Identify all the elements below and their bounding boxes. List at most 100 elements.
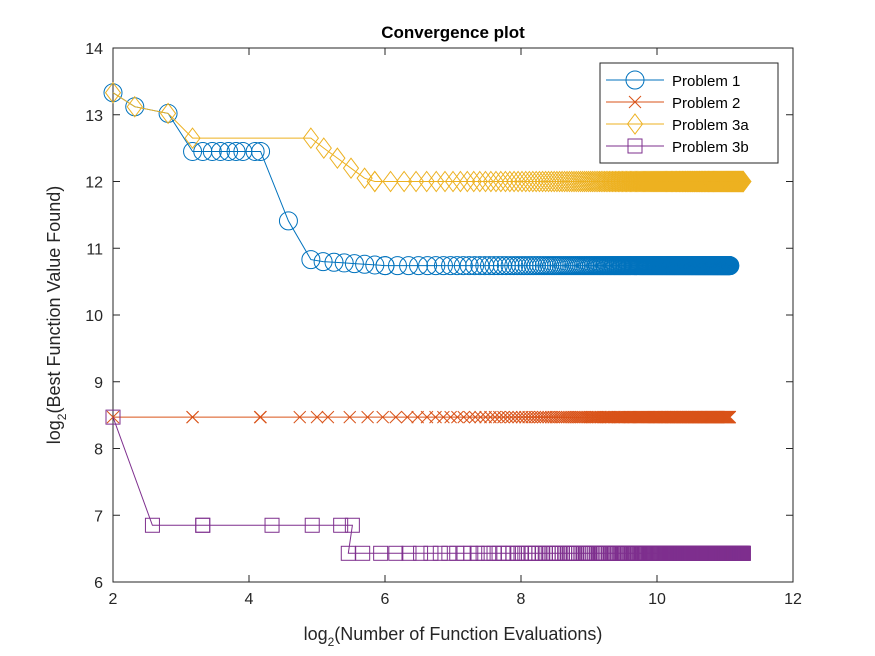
legend-label: Problem 1 xyxy=(672,73,740,90)
circle-marker xyxy=(219,141,239,161)
legend-item: Problem 3a xyxy=(606,113,749,135)
x-marker xyxy=(253,410,267,424)
circle-marker xyxy=(500,256,520,276)
square-marker xyxy=(144,517,160,533)
x-marker xyxy=(504,410,518,424)
diamond-marker xyxy=(104,81,122,104)
circle-marker xyxy=(355,254,375,274)
x-tick-label: 6 xyxy=(381,591,390,608)
x-marker xyxy=(723,410,737,424)
circle-marker xyxy=(365,255,385,275)
circle-marker xyxy=(251,141,271,161)
circle-marker xyxy=(465,256,485,276)
x-marker xyxy=(572,410,586,424)
square-marker xyxy=(333,517,349,533)
diamond-marker xyxy=(302,127,320,149)
square-marker xyxy=(432,545,448,561)
diamond-marker xyxy=(492,170,509,193)
y-tick-label: 11 xyxy=(86,241,103,258)
diamond-marker xyxy=(497,170,514,193)
x-marker xyxy=(310,410,324,424)
axis-ticks: 2 4 6 8 10 12 6 7 8 9 10 11 12 13 14 xyxy=(85,41,802,608)
y-tick-label: 8 xyxy=(94,442,103,459)
circle-marker xyxy=(183,141,203,161)
circle-marker xyxy=(387,256,407,276)
x-marker xyxy=(376,410,390,424)
square-marker xyxy=(195,517,211,533)
legend-label: Problem 2 xyxy=(672,95,740,112)
circle-marker xyxy=(504,256,524,276)
y-axis-label-rest: (Best Function Value Found) xyxy=(44,186,64,414)
x-marker xyxy=(515,410,529,424)
x-tick-label: 8 xyxy=(517,591,526,608)
diamond-marker xyxy=(184,127,201,149)
x-marker xyxy=(463,410,477,424)
legend: Problem 1 Problem 2 Problem 3a Problem 3b xyxy=(599,62,779,164)
diamond-marker xyxy=(505,170,523,193)
circle-marker xyxy=(459,256,479,276)
diamond-marker xyxy=(407,170,425,193)
diamond-marker xyxy=(561,170,578,193)
diamond-marker xyxy=(580,170,597,193)
diamond-marker xyxy=(471,170,488,193)
x-marker xyxy=(549,410,563,424)
diamond-marker xyxy=(382,170,399,193)
circle-marker xyxy=(324,252,344,272)
chart-title: Convergence plot xyxy=(381,23,525,42)
y-tick-label: 7 xyxy=(94,508,103,525)
diamond-marker xyxy=(534,170,551,193)
circle-marker xyxy=(418,256,438,276)
circle-marker xyxy=(484,256,504,276)
circle-marker xyxy=(433,256,453,276)
diamond-marker xyxy=(513,170,531,193)
square-marker xyxy=(105,409,121,425)
y-axis-label-log: log xyxy=(44,420,64,444)
x-marker xyxy=(411,410,425,424)
y-axis-label: log2(Best Function Value Found) xyxy=(44,186,69,445)
circle-marker xyxy=(507,256,527,276)
legend-item: Problem 2 xyxy=(606,95,740,112)
x-axis-label: log2(Number of Function Evaluations) xyxy=(304,624,603,649)
x-marker xyxy=(400,410,414,424)
y-tick-label: 12 xyxy=(85,175,103,192)
square-marker xyxy=(413,545,429,561)
x-marker xyxy=(574,410,588,424)
diamond-marker xyxy=(558,170,576,193)
x-marker xyxy=(525,410,539,424)
x-tick-label: 4 xyxy=(245,591,254,608)
x-marker xyxy=(444,410,457,424)
circle-marker xyxy=(399,256,419,276)
circle-marker xyxy=(245,141,265,161)
diamond-marker xyxy=(459,170,476,193)
square-marker xyxy=(264,517,280,533)
x-marker xyxy=(389,410,403,424)
circle-marker xyxy=(125,97,145,117)
diamond-marker xyxy=(598,170,615,193)
diamond-marker xyxy=(563,170,580,193)
diamond-marker xyxy=(159,102,177,125)
x-marker xyxy=(186,410,199,424)
x-marker xyxy=(479,410,492,424)
diamond-marker xyxy=(537,170,554,193)
x-marker xyxy=(547,410,560,424)
y-tick-label: 10 xyxy=(85,308,103,325)
diamond-marker xyxy=(396,170,413,193)
y-axis-label-sub: 2 xyxy=(55,413,69,420)
series-line xyxy=(112,416,744,554)
y-tick-label: 9 xyxy=(94,375,103,392)
x-marker xyxy=(343,410,357,424)
circle-marker xyxy=(488,256,508,276)
diamond-marker xyxy=(501,170,518,193)
x-marker xyxy=(437,410,450,424)
diamond-marker xyxy=(465,170,482,193)
circle-marker xyxy=(158,103,178,123)
series-layer xyxy=(103,81,752,561)
x-axis-label-log: log xyxy=(304,624,328,644)
diamond-marker xyxy=(452,170,469,193)
circle-marker xyxy=(334,253,354,273)
circle-marker xyxy=(313,252,333,272)
x-marker xyxy=(484,410,497,424)
diamond-marker xyxy=(436,170,454,193)
diamond-marker xyxy=(428,170,445,193)
legend-item: Problem 3b xyxy=(606,138,749,156)
